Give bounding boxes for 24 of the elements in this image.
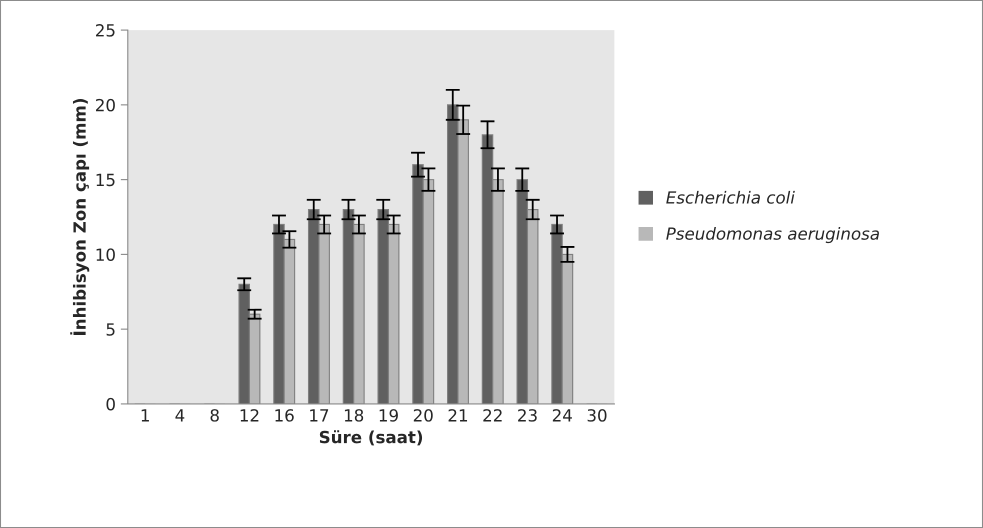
y-tick-label: 20 xyxy=(96,98,115,112)
y-tick-label: 15 xyxy=(96,174,115,186)
x-tick-label: 23 xyxy=(518,409,537,422)
x-tick-label: 8 xyxy=(210,409,219,422)
x-tick-label: 4 xyxy=(175,409,184,422)
y-tick-label: 10 xyxy=(96,248,115,261)
x-tick-label: 19 xyxy=(380,409,398,422)
x-tick-label: 12 xyxy=(240,409,258,422)
y-axis-title: İnhibisyon Zon çapı (mm) xyxy=(70,98,90,335)
x-tick-label: 24 xyxy=(552,409,572,422)
x-tick-label: 30 xyxy=(588,409,606,422)
legend-label: Escherichia coli xyxy=(666,190,795,204)
y-tick-label: 5 xyxy=(106,323,115,336)
x-tick-label: 18 xyxy=(344,409,364,422)
legend-label: Pseudomonas aeruginosa xyxy=(666,227,879,244)
y-tick-label: 0 xyxy=(106,398,115,410)
y-tick-label: 25 xyxy=(96,24,115,37)
x-tick-label: 21 xyxy=(448,409,468,422)
x-tick-label: 20 xyxy=(414,409,433,422)
x-tick-label: 1 xyxy=(142,409,149,422)
x-axis-title: Süre (saat) xyxy=(320,430,422,446)
x-tick-label: 17 xyxy=(310,409,328,422)
x-tick-label: 16 xyxy=(275,409,294,422)
x-tick-label: 22 xyxy=(483,409,502,422)
